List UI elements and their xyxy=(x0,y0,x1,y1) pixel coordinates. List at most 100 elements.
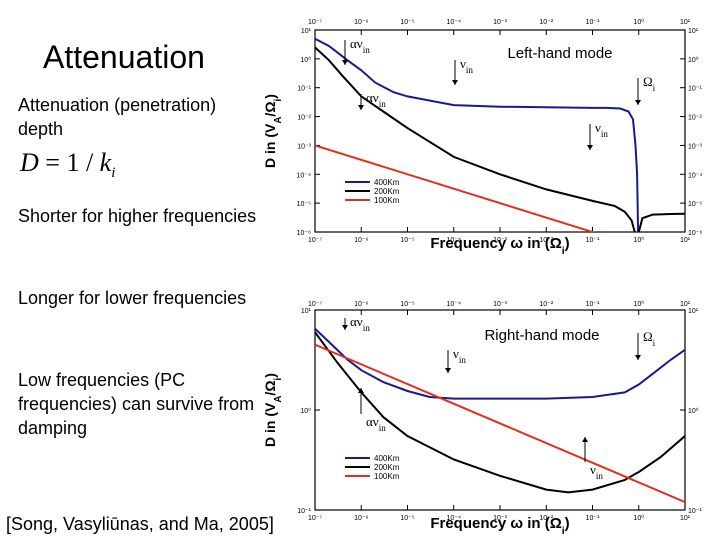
formula-k: k xyxy=(99,148,112,177)
chart2-ytick-label-right: 10⁰ xyxy=(688,407,699,415)
chart2-annotation-label: Ωi xyxy=(643,329,656,348)
chart1-annotation-label: ανin xyxy=(366,90,386,109)
chart1-annotation-label-part-0: ν xyxy=(460,56,466,71)
chart1-xlabel-part-0: Frequency ω in (Ω xyxy=(430,235,561,252)
chart1-ylabel-part-1: A xyxy=(273,117,284,124)
chart1-annotation-label-part-1: in xyxy=(466,65,474,75)
chart1-xtick-label-top: 10¹ xyxy=(680,19,691,26)
chart1-xtick-label-bottom: 10⁻³ xyxy=(493,237,507,244)
chart1-ylabel-part-3: i xyxy=(273,98,284,101)
chart2-xtick-label-bottom: 10⁻³ xyxy=(493,515,507,522)
chart1-series-200km xyxy=(315,46,685,232)
chart2-xtick-label-bottom: 10¹ xyxy=(680,515,691,522)
chart2-series-400km xyxy=(315,327,685,400)
chart1-xlabel-part-1: i xyxy=(562,245,565,257)
chart1-xtick-label-top: 10⁰ xyxy=(633,18,644,26)
chart1-annotation-label-part-0: αν xyxy=(350,36,363,51)
chart1-annotation-label-part-1: in xyxy=(601,129,609,139)
chart1-xtick-label-bottom: 10⁰ xyxy=(633,236,644,244)
chart2-series-200km xyxy=(315,331,685,494)
chart2-annotation-arrowhead xyxy=(635,355,641,360)
chart2-xlabel-part-0: Frequency ω in (Ω xyxy=(430,515,561,532)
chart1-plot-frame xyxy=(314,29,686,233)
chart1-annotation-arrowhead xyxy=(587,145,593,150)
chart2-annotation-label-part-0: ν xyxy=(453,346,459,361)
chart2-ytick-label-left: 10⁻¹ xyxy=(297,508,311,515)
chart1-xtick-label-top: 10⁻⁶ xyxy=(354,19,368,26)
chart2-xtick-label-top: 10⁻⁷ xyxy=(308,301,322,308)
chart1-xtick-label-top: 10⁻⁷ xyxy=(308,19,322,26)
chart2-xtick-label-bottom: 10⁻¹ xyxy=(586,515,600,522)
formula-lhs: D xyxy=(20,148,39,177)
chart2-xtick-label-bottom: 10⁻² xyxy=(539,515,553,522)
chart2-annotation-arrowhead xyxy=(358,388,364,393)
chart1-xtick-label-bottom: 10⁻⁶ xyxy=(354,237,368,244)
chart2-annotation-label-part-1: in xyxy=(596,471,604,481)
chart1-ytick-label-right: 10⁻⁴ xyxy=(688,172,703,179)
chart1-annotation-arrowhead xyxy=(452,80,458,85)
chart2-annotation-label-part-1: i xyxy=(653,338,656,348)
chart1-annotation-label: Ωi xyxy=(643,74,656,93)
chart1-ytick-label-left: 10⁻² xyxy=(297,115,311,122)
chart1-xtick-label-top: 10⁻² xyxy=(539,19,553,26)
chart2-ytick-label-left: 10¹ xyxy=(301,308,312,315)
chart2-xtick-label-top: 10⁻⁶ xyxy=(354,301,368,308)
chart1-ytick-label-right: 10⁰ xyxy=(688,56,699,64)
chart1-xtick-label-bottom: 10⁻⁵ xyxy=(400,237,414,244)
chart2-xtick-label-bottom: 10⁻⁶ xyxy=(354,515,368,522)
chart1-xtick-label-bottom: 10⁻⁷ xyxy=(308,237,322,244)
chart2-ylabel: D in (VA/Ωi) xyxy=(262,373,284,447)
chart1-ytick-label-right: 10¹ xyxy=(688,28,699,35)
chart1-annotation-label-part-0: ν xyxy=(595,120,601,135)
chart1-ytick-label-right: 10⁻⁵ xyxy=(688,201,702,208)
chart2-annotation-label: ανin xyxy=(366,414,386,433)
chart2-legend-label: 200Km xyxy=(374,463,400,472)
chart1-xlabel-part-2: ) xyxy=(565,235,570,252)
chart2-ylabel-part-3: i xyxy=(273,377,284,380)
chart1-xtick-label-top: 10⁻³ xyxy=(493,19,507,26)
chart2-title: Right-hand mode xyxy=(484,327,599,344)
chart1-ytick-label-right: 10⁻⁶ xyxy=(688,230,702,237)
chart2-xtick-label-bottom: 10⁻⁴ xyxy=(447,515,462,522)
chart1-ylabel: D in (VA/Ωi) xyxy=(262,94,284,168)
chart1-ylabel-part-4: ) xyxy=(262,94,278,99)
chart1-xtick-label-bottom: 10⁻² xyxy=(539,237,553,244)
chart1-ytick-label-left: 10⁻⁴ xyxy=(297,172,312,179)
chart2-xlabel: Frequency ω in (Ωi) xyxy=(430,515,569,537)
chart1-legend-label: 400Km xyxy=(374,178,400,187)
chart2-xtick-label-bottom: 10⁰ xyxy=(633,514,644,522)
chart1-ytick-label-left: 10⁰ xyxy=(300,56,311,64)
chart1-annotation-label-part-1: in xyxy=(379,99,387,109)
chart2-xtick-label-top: 10⁻² xyxy=(539,301,553,308)
chart1-ytick-label-left: 10⁻³ xyxy=(297,143,311,150)
chart1-xtick-label-top: 10⁻¹ xyxy=(586,19,600,26)
bullet-low-frequencies: Low frequencies (PC frequencies) can sur… xyxy=(18,370,255,438)
chart2-annotation-arrowhead xyxy=(582,437,588,442)
chart1-annotation-label-part-0: αν xyxy=(366,90,379,105)
chart1-xtick-label-bottom: 10⁻⁴ xyxy=(447,237,462,244)
chart2-ytick-label-right: 10¹ xyxy=(688,308,699,315)
chart1-ytick-label-right: 10⁻² xyxy=(688,115,702,122)
chart2-annotation-label: ανin xyxy=(350,314,370,333)
chart1-ylabel-part-2: /Ω xyxy=(262,101,278,116)
chart2-xtick-label-bottom: 10⁻⁵ xyxy=(400,515,414,522)
chart1-annotation-arrowhead xyxy=(342,60,348,65)
citation: [Song, Vasyliūnas, and Ma, 2005] xyxy=(6,514,274,534)
chart2-ylabel-part-2: /Ω xyxy=(262,380,278,395)
bullet-longer: Longer for lower frequencies xyxy=(18,288,247,308)
chart2-annotation-label-part-1: in xyxy=(363,323,371,333)
chart1-xtick-label-bottom: 10¹ xyxy=(680,237,691,244)
chart1-ytick-label-right: 10⁻¹ xyxy=(688,86,702,93)
chart2-series-100km xyxy=(315,343,685,504)
chart2-xtick-label-top: 10⁻⁵ xyxy=(400,301,414,308)
chart2-xtick-label-bottom: 10⁻⁷ xyxy=(308,515,322,522)
chart2-annotation-label-part-1: in xyxy=(459,355,467,365)
chart1-xlabel: Frequency ω in (Ωi) xyxy=(430,235,569,257)
chart1-annotation-label: νin xyxy=(460,56,473,75)
chart2-xlabel-part-1: i xyxy=(562,525,565,537)
formula-eq: = 1 / xyxy=(38,148,100,177)
formula-sub: i xyxy=(111,165,116,182)
chart1-ytick-label-left: 10⁻⁶ xyxy=(297,230,311,237)
chart1-ytick-label-left: 10⁻¹ xyxy=(297,86,311,93)
